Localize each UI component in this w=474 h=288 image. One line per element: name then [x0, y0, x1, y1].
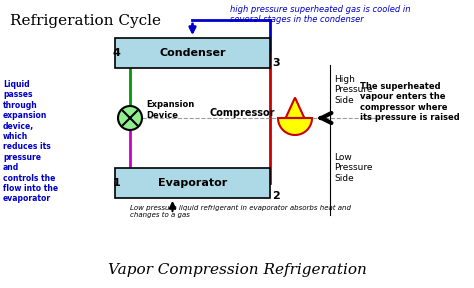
Text: High
Pressure
Side: High Pressure Side [334, 75, 373, 105]
Polygon shape [278, 98, 312, 135]
Text: Liquid
passes
through
expansion
device,
which
reduces its
pressure
and
controls : Liquid passes through expansion device, … [3, 80, 58, 203]
Text: Condenser: Condenser [159, 48, 226, 58]
Text: Low pressure liquid refrigerant in evaporator absorbs heat and
changes to a gas: Low pressure liquid refrigerant in evapo… [130, 205, 351, 218]
Text: 1: 1 [112, 178, 120, 188]
Text: Compressor: Compressor [210, 108, 275, 118]
Text: Refrigeration Cycle: Refrigeration Cycle [10, 14, 161, 28]
Text: 2: 2 [272, 191, 280, 201]
FancyBboxPatch shape [115, 38, 270, 68]
Text: The superheated
vapour enters the
compressor where
its pressure is raised: The superheated vapour enters the compre… [360, 82, 460, 122]
Text: Low
Pressure
Side: Low Pressure Side [334, 153, 373, 183]
Text: Expansion
Device: Expansion Device [146, 100, 194, 120]
Text: high pressure superheated gas is cooled in
several stages in the condenser: high pressure superheated gas is cooled … [230, 5, 410, 24]
Circle shape [118, 106, 142, 130]
Text: 4: 4 [112, 48, 120, 58]
Text: 3: 3 [272, 58, 280, 68]
Text: Evaporator: Evaporator [158, 178, 227, 188]
FancyBboxPatch shape [115, 168, 270, 198]
Text: Vapor Compression Refrigeration: Vapor Compression Refrigeration [108, 263, 366, 277]
